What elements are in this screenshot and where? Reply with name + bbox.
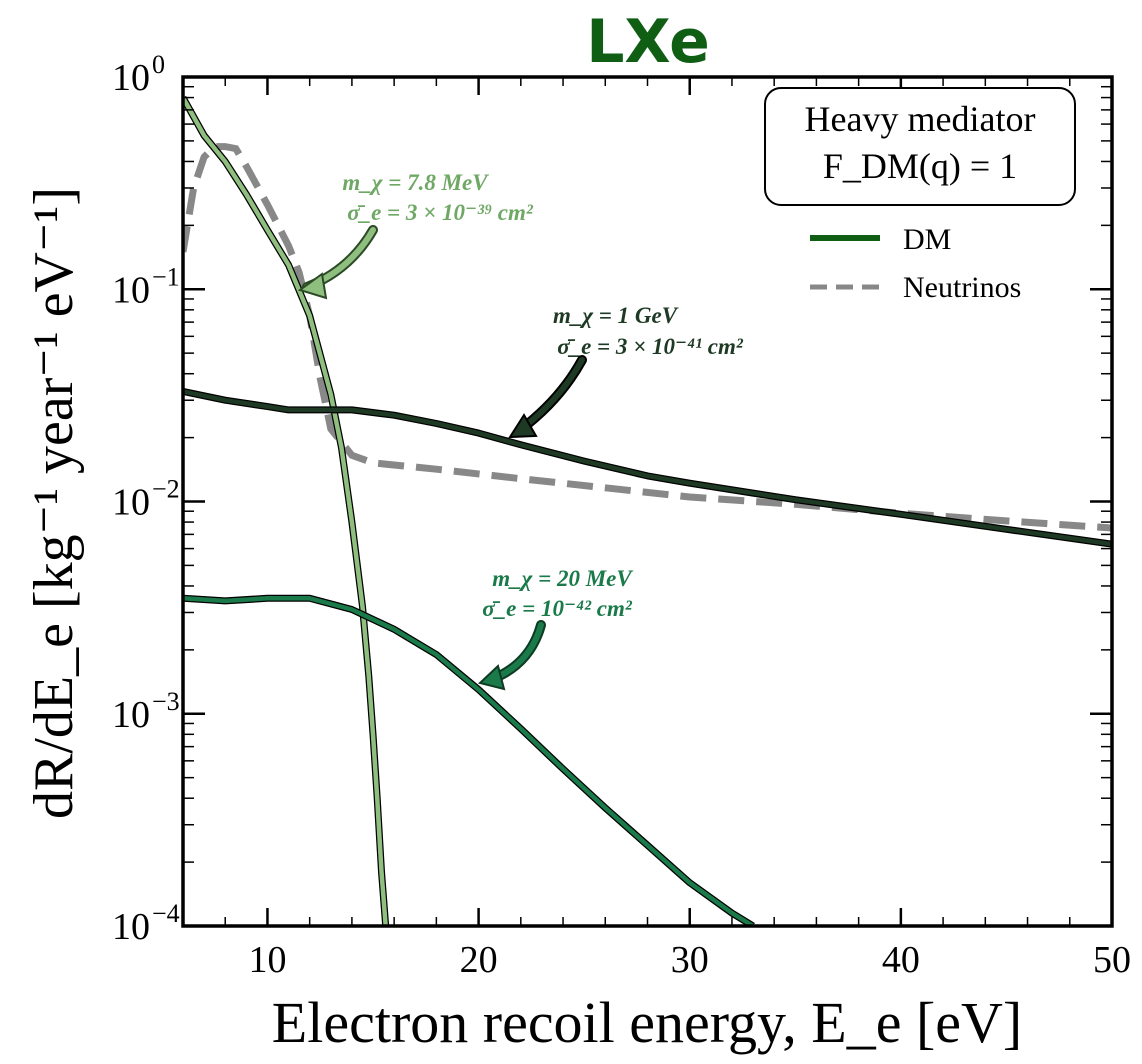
x-tick-label: 20 — [460, 939, 498, 981]
x-tick-label: 10 — [248, 939, 286, 981]
x-tick-labels: 10 20 30 40 50 — [248, 939, 1131, 981]
y-tick-label: 10 — [112, 694, 150, 736]
plot-area — [183, 95, 1112, 926]
legend-neutrinos-label: Neutrinos — [903, 271, 1021, 304]
arrowhead-1gev — [508, 413, 538, 439]
annotation-sigma-1gev: σ̄_e = 3 × 10⁻⁴¹ cm² — [557, 334, 744, 359]
x-tick-label: 50 — [1093, 939, 1131, 981]
annotation-mchi-7p8mev: m_χ = 7.8 MeV — [342, 170, 489, 195]
y-tick-exponent: −4 — [152, 899, 180, 928]
mediator-box — [764, 87, 1076, 206]
annotation-mchi-1gev: m_χ = 1 GeV — [553, 303, 679, 328]
y-tick-label: 10 — [112, 57, 150, 99]
y-tick-exponent: −2 — [152, 475, 180, 504]
arrowhead-20mev — [477, 664, 506, 691]
annotation-mchi-20mev: m_χ = 20 MeV — [492, 566, 633, 591]
dm-curve-7p8mev — [183, 96, 388, 926]
dm-curve-outline-1gev — [183, 387, 1112, 548]
chart-title: LXe — [586, 7, 710, 77]
mediator-box-line1: Heavy mediator — [805, 99, 1036, 139]
y-tick-exponent: −3 — [152, 687, 180, 716]
annotation-sigma-7p8mev: σ̄_e = 3 × 10⁻³⁹ cm² — [347, 200, 534, 225]
plot-frame — [181, 75, 1114, 928]
mediator-box-line2: F_DM(q) = 1 — [823, 146, 1017, 186]
x-tick-label: 40 — [882, 939, 920, 981]
x-axis-label: Electron recoil energy, E_e [eV] — [272, 990, 1022, 1055]
y-axis-label: dR/dE_e [kg⁻¹ year⁻¹ eV⁻¹] — [23, 187, 85, 819]
legend-dm-label: DM — [903, 223, 951, 256]
dm-curve-1gev — [183, 389, 1112, 547]
arrowhead-7p8mev — [297, 272, 328, 300]
y-tick-label: 10 — [112, 269, 150, 311]
y-tick-exponent: 0 — [152, 50, 165, 79]
dm-curve-20mev — [183, 596, 755, 926]
x-tick-label: 30 — [671, 939, 709, 981]
neutrino-curve — [183, 143, 1112, 532]
dm-curve-outline-20mev — [183, 594, 755, 926]
y-tick-label: 10 — [112, 482, 150, 524]
annotation-sigma-20mev: σ̄_e = 10⁻⁴² cm² — [482, 596, 633, 621]
y-tick-exponent: −1 — [152, 262, 180, 291]
y-tick-label: 10 — [112, 906, 150, 948]
